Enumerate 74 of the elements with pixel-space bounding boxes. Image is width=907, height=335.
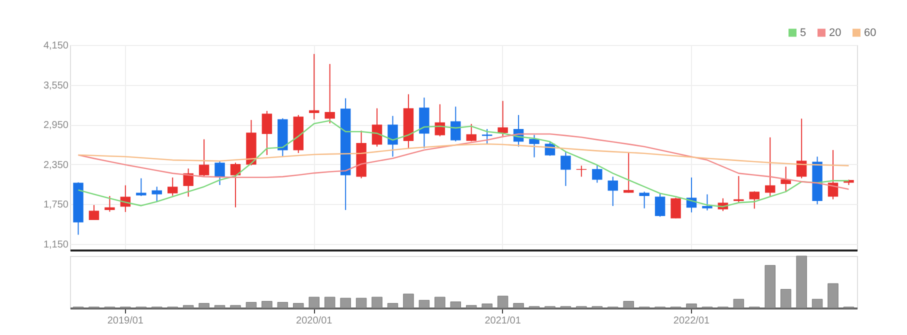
candlestick (372, 108, 382, 148)
bar (733, 298, 744, 308)
x-tick-label: 2019/01 (107, 316, 144, 326)
bar (324, 296, 336, 308)
candlestick (498, 100, 508, 136)
bar (623, 300, 634, 308)
bar (466, 305, 477, 308)
legend-label: 5 (800, 26, 806, 39)
candlestick (654, 192, 666, 218)
bar (293, 303, 304, 308)
bar (686, 304, 697, 308)
x-tick-label: 2022/01 (673, 316, 710, 326)
x-tick-label: 2021/01 (484, 316, 522, 326)
y-tick-label: 2,350 (43, 160, 69, 171)
candlestick (262, 110, 272, 156)
candlestick (388, 115, 398, 158)
bar (497, 296, 508, 308)
candlestick (88, 204, 100, 221)
candlestick (734, 176, 744, 204)
candlestick (670, 197, 681, 219)
bar (214, 305, 226, 308)
candlestick (324, 63, 335, 124)
y-tick-label: 2,950 (43, 120, 69, 132)
candlestick (796, 118, 807, 179)
bar (277, 302, 288, 308)
bar (198, 303, 210, 308)
bar (812, 298, 823, 308)
y-tick-label: 4,150 (43, 40, 69, 52)
y-tick-label: 1,750 (43, 200, 69, 211)
candlestick (639, 191, 650, 209)
candlestick (167, 176, 178, 196)
bar (356, 298, 367, 308)
bar (434, 296, 446, 308)
candlestick (749, 190, 760, 210)
candlestick (198, 138, 210, 177)
bar (246, 302, 257, 308)
candlestick (780, 166, 791, 192)
candlestick (702, 194, 712, 211)
candlestick (608, 176, 618, 207)
candlestick (104, 195, 115, 212)
bar (796, 256, 807, 308)
bar (230, 305, 241, 308)
bar (372, 296, 382, 308)
candlestick (450, 106, 461, 142)
y-tick-label: 1,150 (43, 240, 69, 251)
bar (387, 303, 398, 308)
candlestick (230, 162, 241, 208)
x-tick-label: 2020/01 (296, 316, 333, 326)
bar (450, 302, 461, 308)
bar (482, 304, 492, 308)
candlestick (136, 178, 146, 196)
bar (828, 283, 838, 308)
bar (182, 305, 194, 308)
y-tick-label: 3,550 (43, 80, 69, 92)
candlestick (765, 136, 776, 196)
legend-label: 20 (829, 26, 842, 39)
candlestick (623, 152, 634, 194)
bar (513, 303, 524, 308)
candlestick (560, 151, 571, 186)
candlestick (214, 160, 225, 186)
bar (764, 265, 776, 308)
candlestick (309, 53, 320, 120)
bar (403, 294, 414, 308)
candlestick (592, 164, 602, 184)
candlestick (482, 128, 492, 144)
bar (780, 289, 792, 308)
candlestick (466, 123, 476, 142)
candlestick (152, 186, 162, 203)
bar (340, 298, 351, 308)
legend-label: 60 (864, 26, 876, 39)
bar (418, 300, 430, 308)
candlestick (529, 134, 540, 158)
bar (308, 296, 320, 308)
bar (262, 300, 272, 308)
